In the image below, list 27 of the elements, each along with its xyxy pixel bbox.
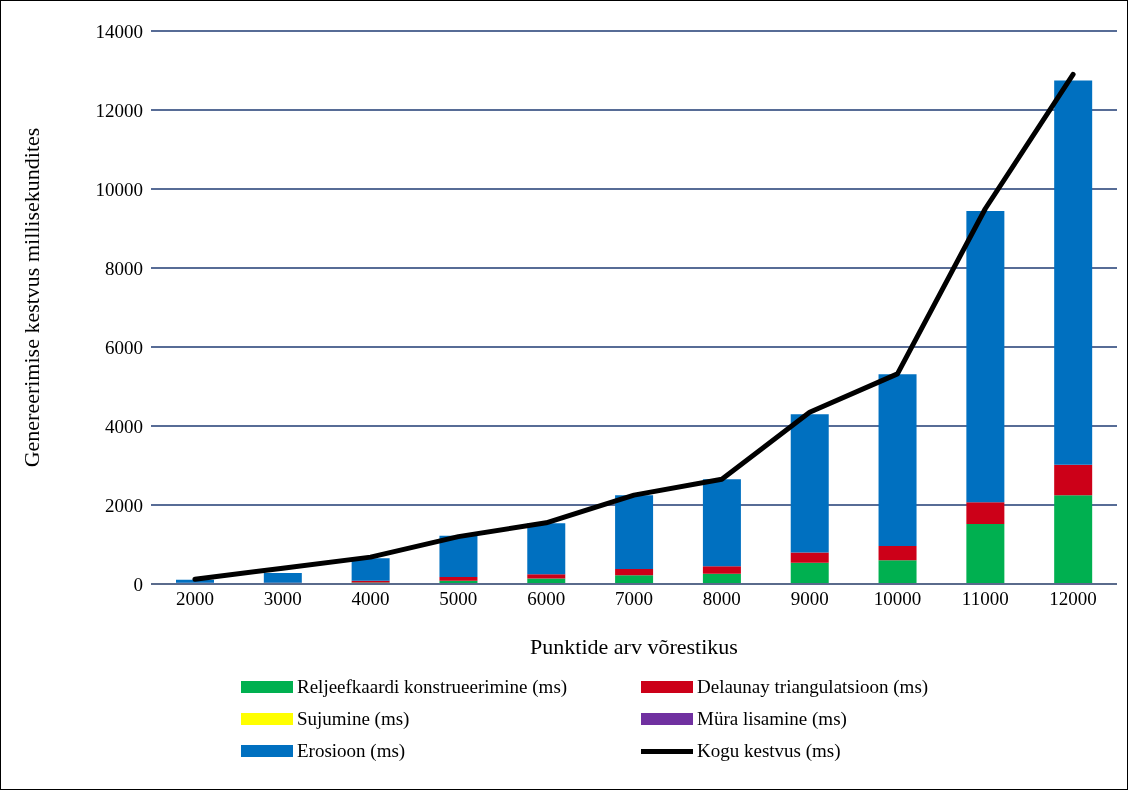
x-tick-label: 2000 [175,588,214,610]
x-tick-label: 10000 [873,588,922,610]
y-tick-label: 0 [133,573,143,595]
legend-label: Reljeefkaardi konstrueerimine (ms) [297,676,568,698]
legend-label: Müra lisamine (ms) [697,708,847,730]
x-tick-label: 4000 [351,588,390,610]
y-tick-label: 8000 [105,257,143,279]
legend-label: Sujumine (ms) [297,708,410,730]
x-tick-label: 9000 [790,588,829,610]
y-tick-label: 6000 [105,336,143,358]
x-tick-label: 3000 [263,588,302,610]
y-tick-label: 10000 [95,178,143,200]
y-tick-label: 2000 [105,494,143,516]
x-tick-label: 7000 [615,588,653,610]
legend-label: Kogu kestvus (ms) [697,740,841,762]
x-tick-label: 5000 [439,588,478,610]
x-tick-label: 11000 [961,588,1009,610]
y-tick-label: 14000 [95,20,143,42]
y-axis-title: Genereerimise kestvus millisekundites [18,127,44,468]
y-tick-label: 4000 [105,415,143,437]
x-tick-label: 6000 [527,588,566,610]
y-tick-label: 12000 [95,99,143,121]
x-axis-title: Punktide arv võrestikus [530,634,738,659]
x-tick-label: 8000 [702,588,741,610]
legend-label: Erosioon (ms) [297,740,406,762]
x-tick-label: 12000 [1049,588,1097,610]
legend-label: Delaunay triangulatsioon (ms) [697,676,929,698]
